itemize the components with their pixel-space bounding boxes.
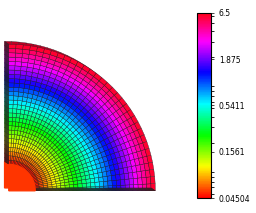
Polygon shape [9,164,35,191]
Polygon shape [5,161,31,188]
